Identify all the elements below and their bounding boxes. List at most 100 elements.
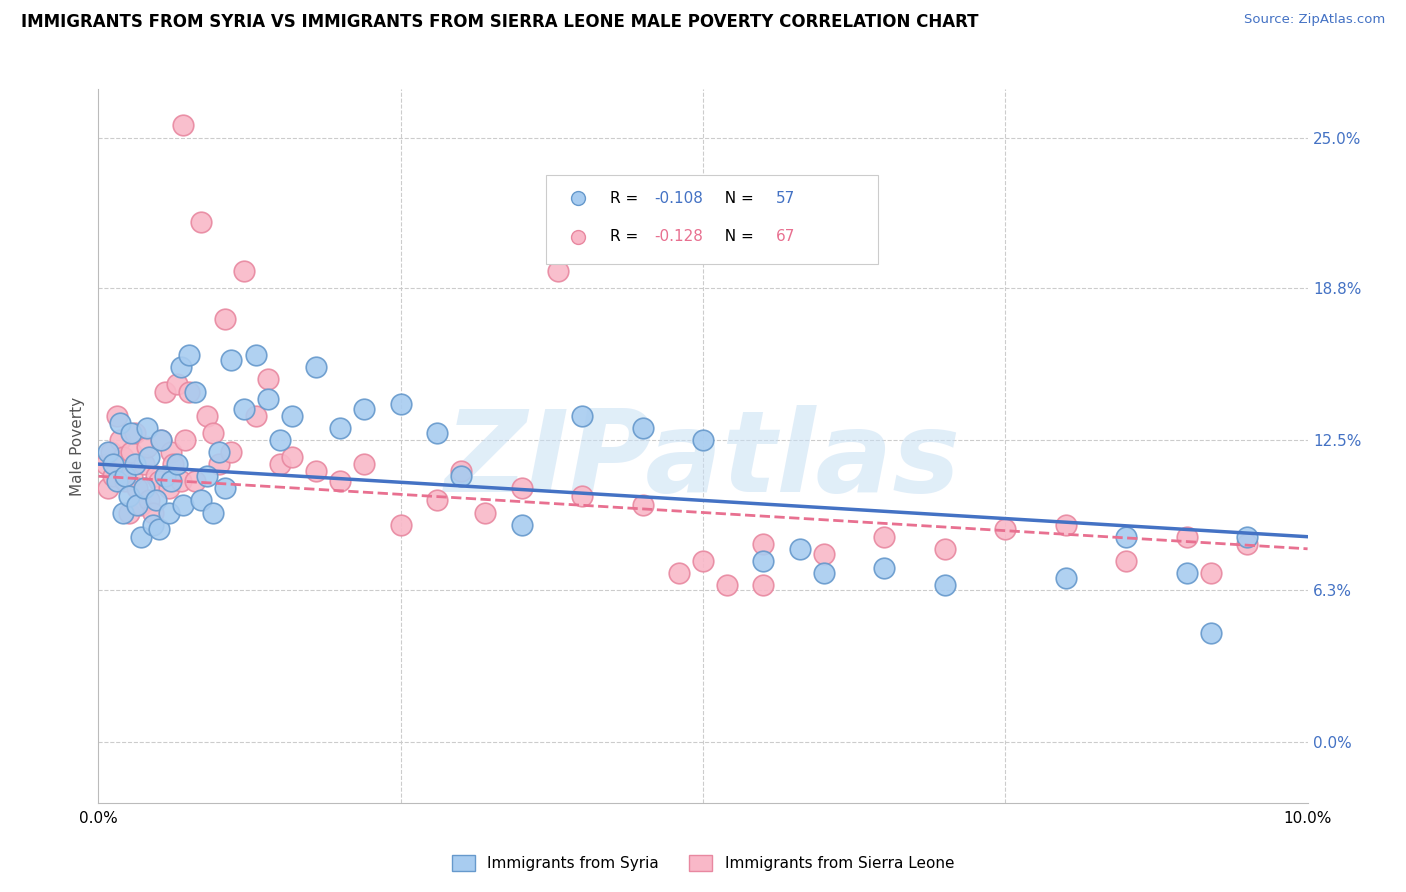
Point bbox=[692, 433, 714, 447]
Text: 67: 67 bbox=[776, 229, 794, 244]
Text: -0.108: -0.108 bbox=[655, 191, 703, 206]
Point bbox=[97, 445, 120, 459]
Point bbox=[135, 440, 157, 454]
Point bbox=[129, 530, 152, 544]
Point bbox=[1054, 517, 1077, 532]
Point bbox=[105, 474, 128, 488]
Point bbox=[571, 489, 593, 503]
Point bbox=[135, 714, 157, 729]
Point bbox=[692, 554, 714, 568]
Point bbox=[789, 541, 811, 556]
Point bbox=[138, 450, 160, 464]
Point bbox=[329, 421, 352, 435]
Point bbox=[510, 517, 533, 532]
Point bbox=[305, 464, 328, 478]
Point bbox=[245, 348, 267, 362]
Point bbox=[134, 481, 156, 495]
Point bbox=[150, 433, 173, 447]
Point bbox=[202, 506, 225, 520]
Point bbox=[873, 530, 896, 544]
Point bbox=[166, 377, 188, 392]
Point bbox=[179, 348, 201, 362]
Point bbox=[118, 489, 141, 503]
Point bbox=[195, 469, 218, 483]
Y-axis label: Male Poverty: Male Poverty bbox=[70, 396, 86, 496]
Point bbox=[426, 425, 449, 440]
Point bbox=[124, 457, 146, 471]
Point bbox=[134, 457, 156, 471]
Point bbox=[668, 566, 690, 580]
Point bbox=[245, 409, 267, 423]
Point bbox=[101, 469, 124, 483]
Point bbox=[184, 474, 207, 488]
FancyBboxPatch shape bbox=[546, 175, 879, 264]
Point bbox=[353, 457, 375, 471]
Point bbox=[153, 469, 176, 483]
Point bbox=[221, 353, 243, 368]
Point bbox=[1175, 566, 1198, 580]
Point bbox=[631, 498, 654, 512]
Point bbox=[169, 360, 191, 375]
Point bbox=[179, 384, 201, 399]
Point bbox=[1054, 571, 1077, 585]
Point bbox=[873, 561, 896, 575]
Point bbox=[232, 401, 254, 416]
Text: N =: N = bbox=[716, 229, 759, 244]
Point bbox=[269, 457, 291, 471]
Point bbox=[450, 469, 472, 483]
Point bbox=[148, 474, 170, 488]
Point bbox=[256, 392, 278, 406]
Point bbox=[120, 445, 142, 459]
Point bbox=[221, 445, 243, 459]
Point bbox=[97, 481, 120, 495]
Point bbox=[174, 433, 197, 447]
Point bbox=[716, 578, 738, 592]
Point bbox=[150, 433, 173, 447]
Point bbox=[329, 474, 352, 488]
Point bbox=[172, 119, 194, 133]
Text: Source: ZipAtlas.com: Source: ZipAtlas.com bbox=[1244, 13, 1385, 27]
Point bbox=[145, 493, 167, 508]
Point bbox=[100, 445, 122, 459]
Point bbox=[752, 537, 775, 551]
Point bbox=[305, 360, 328, 375]
Point bbox=[111, 450, 134, 464]
Point bbox=[118, 506, 141, 520]
Point bbox=[450, 464, 472, 478]
Point bbox=[389, 517, 412, 532]
Point bbox=[184, 384, 207, 399]
Point bbox=[127, 498, 149, 512]
Point bbox=[127, 481, 149, 495]
Point bbox=[169, 474, 191, 488]
Point bbox=[1175, 530, 1198, 544]
Point bbox=[631, 421, 654, 435]
Point bbox=[101, 457, 124, 471]
Point bbox=[135, 716, 157, 731]
Point bbox=[121, 469, 143, 483]
Point bbox=[281, 409, 304, 423]
Point bbox=[142, 517, 165, 532]
Point bbox=[190, 215, 212, 229]
Text: 57: 57 bbox=[776, 191, 794, 206]
Point bbox=[1236, 530, 1258, 544]
Point bbox=[510, 481, 533, 495]
Point bbox=[426, 493, 449, 508]
Point bbox=[162, 457, 184, 471]
Point bbox=[269, 433, 291, 447]
Point bbox=[129, 498, 152, 512]
Point bbox=[160, 445, 183, 459]
Point bbox=[474, 506, 496, 520]
Point bbox=[142, 506, 165, 520]
Point bbox=[752, 554, 775, 568]
Point bbox=[353, 401, 375, 416]
Point bbox=[752, 578, 775, 592]
Point bbox=[157, 506, 180, 520]
Point bbox=[547, 263, 569, 277]
Point bbox=[190, 493, 212, 508]
Point bbox=[153, 384, 176, 399]
Text: ZIPatlas: ZIPatlas bbox=[444, 405, 962, 516]
Point bbox=[124, 425, 146, 440]
Point bbox=[120, 425, 142, 440]
Point bbox=[214, 481, 236, 495]
Point bbox=[813, 566, 835, 580]
